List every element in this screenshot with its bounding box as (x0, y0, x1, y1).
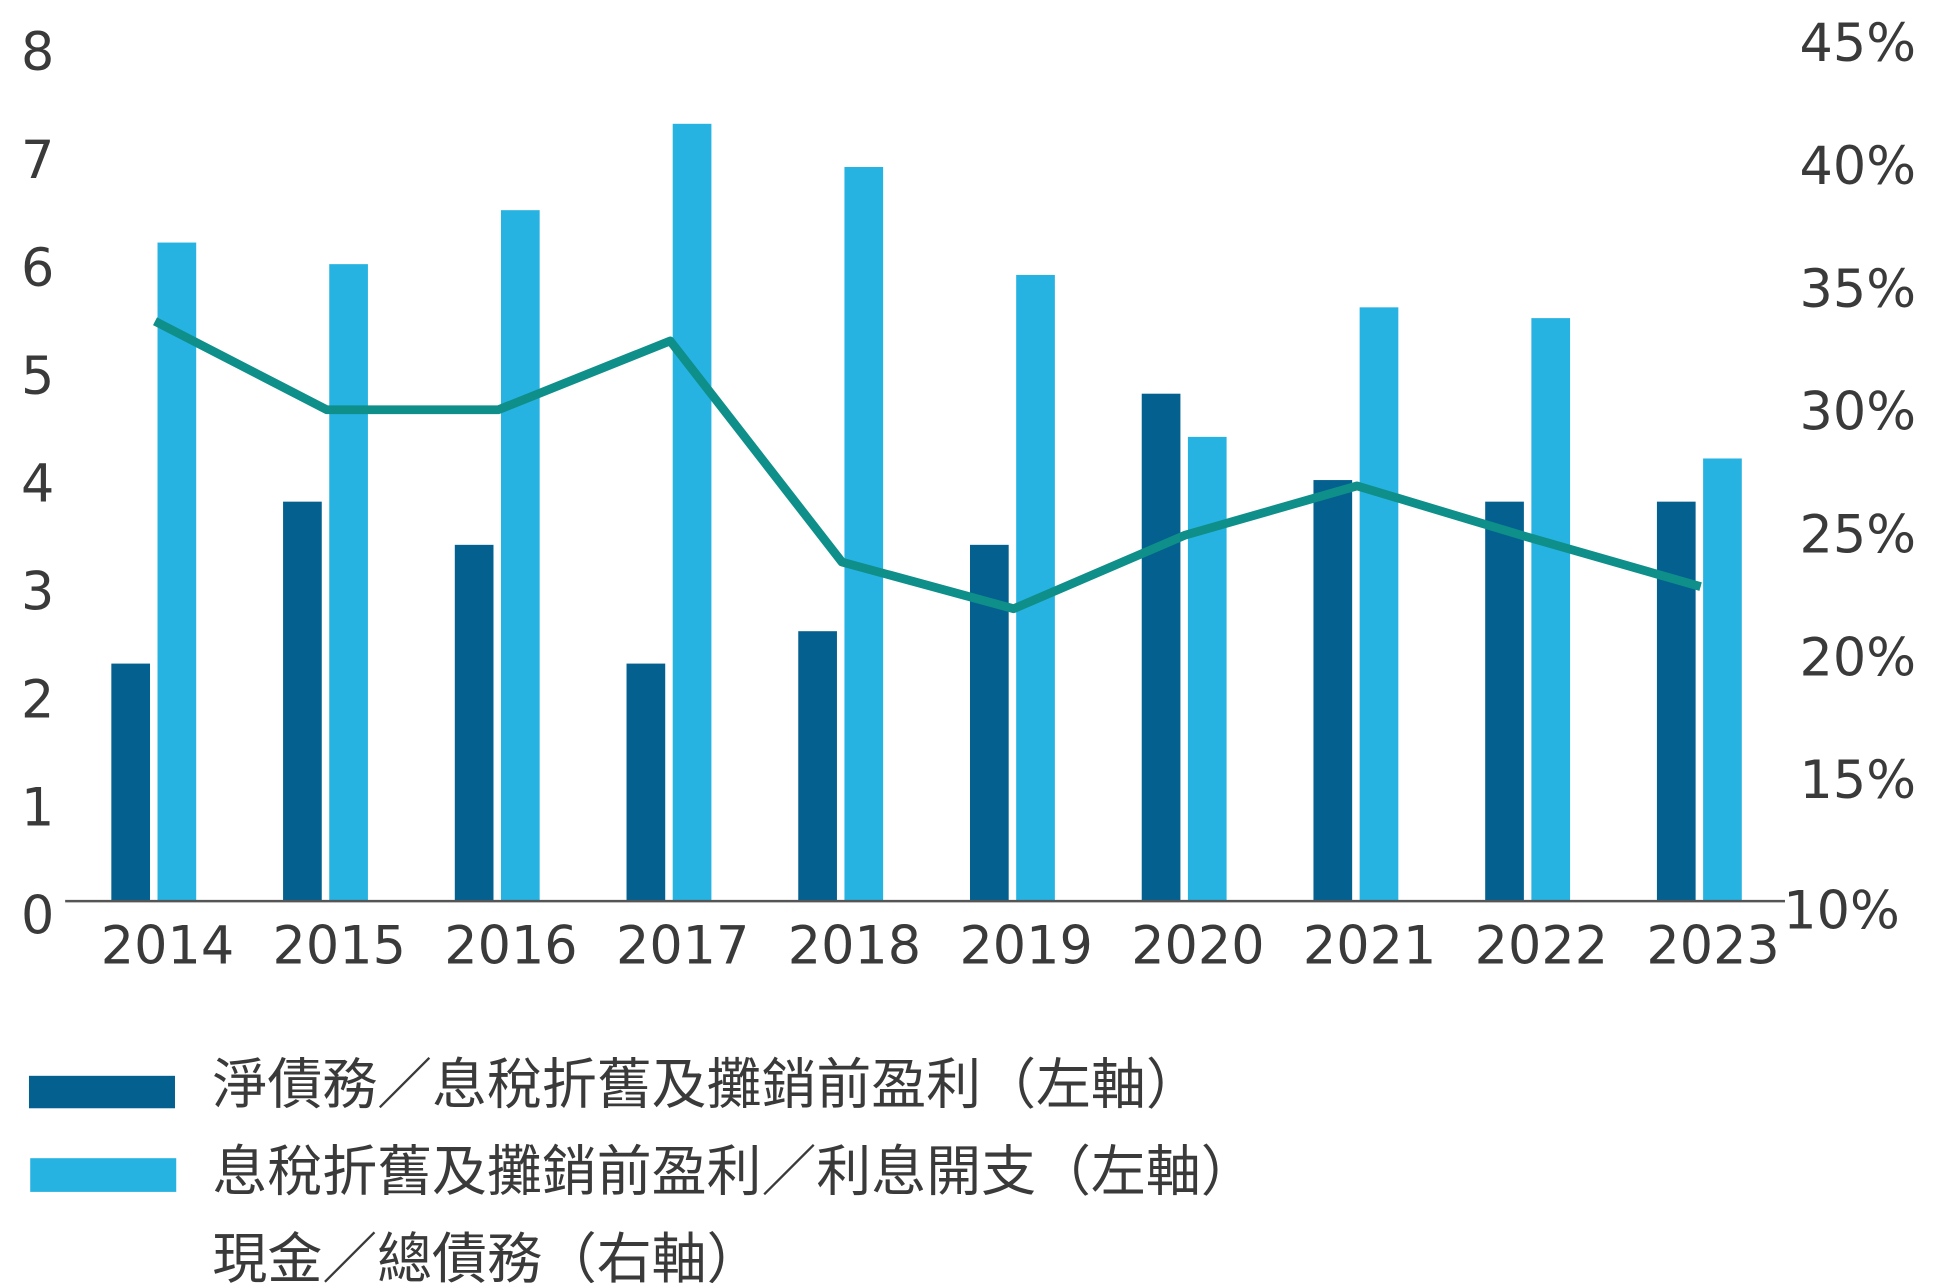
right-tick-label: 25% (1800, 505, 1916, 566)
legend: 淨債務／息稅折舊及攤銷前盈利（左軸） 息稅折舊及攤銷前盈利／利息開支（左軸） 現… (28, 1052, 1256, 1283)
right-tick-label: 35% (1800, 259, 1916, 320)
bar-interest-cover-2017 (672, 123, 712, 902)
x-tick-label: 2017 (616, 915, 749, 976)
x-tick-label: 2020 (1131, 915, 1264, 976)
line-series (153, 317, 1702, 614)
left-tick-label: 7 (21, 130, 54, 191)
legend-label-net-debt: 淨債務／息稅折舊及攤銷前盈利（左軸） (212, 1052, 1200, 1116)
legend-swatch-net-debt (28, 1075, 175, 1109)
bars (111, 123, 1742, 902)
legend-swatch-interest-cover (30, 1158, 177, 1192)
bar-net-debt-2016 (454, 544, 494, 902)
bar-interest-cover-2015 (329, 264, 368, 902)
right-tick-label: 45% (1800, 13, 1916, 74)
bar-net-debt-2022 (1485, 501, 1524, 902)
bar-interest-cover-2023 (1703, 458, 1742, 902)
bar-net-debt-2015 (283, 501, 322, 902)
x-tick-label: 2014 (101, 915, 234, 976)
legend-label-cash-debt: 現金／總債務（右軸） (212, 1227, 761, 1283)
line-cash-debt (153, 317, 1702, 614)
legend-label-interest-cover: 息稅折舊及攤銷前盈利／利息開支（左軸） (212, 1140, 1255, 1204)
right-tick-label: 30% (1800, 382, 1916, 443)
x-tick-label: 2021 (1303, 915, 1436, 976)
left-tick-label: 3 (21, 562, 54, 623)
bar-net-debt-2018 (798, 631, 837, 902)
x-tick-label: 2015 (273, 915, 406, 976)
x-tick-label: 2023 (1646, 915, 1779, 976)
left-tick-label: 2 (21, 670, 54, 731)
bar-interest-cover-2020 (1187, 436, 1227, 902)
bar-interest-cover-2016 (500, 210, 540, 902)
right-tick-label: 10% (1783, 881, 1899, 942)
left-tick-label: 5 (21, 346, 54, 407)
left-tick-label: 0 (21, 886, 54, 947)
x-tick-label: 2016 (444, 915, 577, 976)
bar-interest-cover-2019 (1016, 274, 1055, 902)
left-tick-label: 4 (21, 454, 54, 515)
bar-net-debt-2014 (111, 663, 151, 902)
bar-net-debt-2017 (626, 663, 666, 902)
bar-interest-cover-2018 (844, 166, 884, 902)
right-tick-label: 40% (1800, 136, 1916, 197)
bar-interest-cover-2021 (1359, 307, 1399, 902)
bar-net-debt-2023 (1656, 501, 1696, 902)
bar-net-debt-2021 (1313, 480, 1353, 902)
bar-interest-cover-2014 (157, 242, 197, 902)
x-tick-label: 2018 (788, 915, 921, 976)
bar-interest-cover-2022 (1531, 318, 1571, 902)
bar-net-debt-2020 (1141, 393, 1181, 902)
left-tick-label: 8 (21, 22, 54, 83)
right-tick-label: 15% (1800, 750, 1916, 811)
left-tick-label: 1 (21, 778, 54, 839)
x-tick-label: 2019 (959, 915, 1092, 976)
x-tick-label: 2022 (1475, 915, 1608, 976)
right-tick-label: 20% (1800, 627, 1916, 688)
left-tick-label: 6 (21, 238, 54, 299)
